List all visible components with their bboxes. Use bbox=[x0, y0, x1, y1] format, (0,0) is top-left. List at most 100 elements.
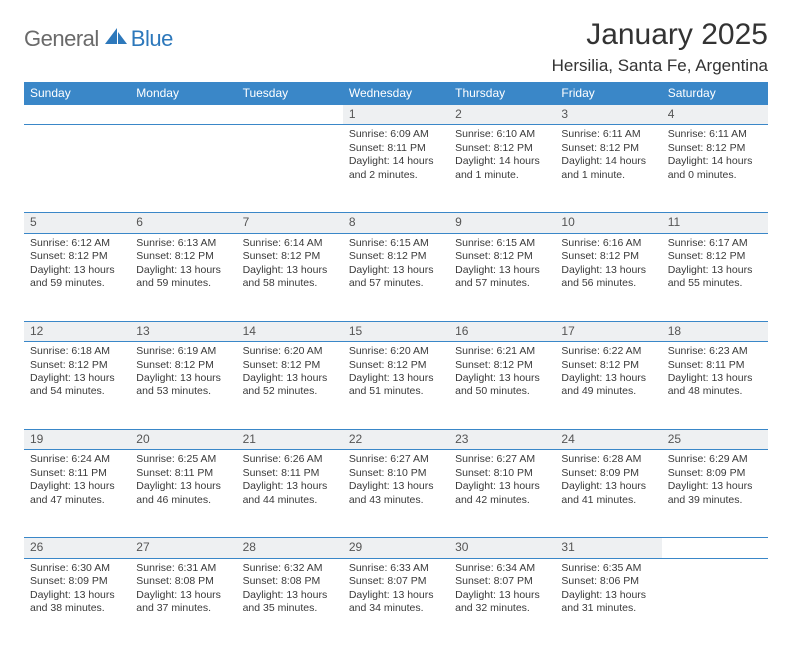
day-detail-cell: Sunrise: 6:20 AMSunset: 8:12 PMDaylight:… bbox=[343, 342, 449, 430]
day-detail: Sunrise: 6:18 AMSunset: 8:12 PMDaylight:… bbox=[24, 342, 130, 405]
sunrise-line: Sunrise: 6:27 AM bbox=[455, 453, 549, 466]
day-number-cell: 26 bbox=[24, 538, 130, 558]
sunrise-line: Sunrise: 6:26 AM bbox=[243, 453, 337, 466]
weekday-header: Monday bbox=[130, 82, 236, 105]
day-detail: Sunrise: 6:27 AMSunset: 8:10 PMDaylight:… bbox=[343, 450, 449, 513]
daylight-line: Daylight: 13 hours and 49 minutes. bbox=[561, 372, 655, 399]
day-number-cell bbox=[24, 105, 130, 125]
day-number-cell: 19 bbox=[24, 430, 130, 450]
day-number-cell: 23 bbox=[449, 430, 555, 450]
day-detail: Sunrise: 6:11 AMSunset: 8:12 PMDaylight:… bbox=[662, 125, 768, 188]
day-number-cell: 16 bbox=[449, 321, 555, 341]
day-detail: Sunrise: 6:20 AMSunset: 8:12 PMDaylight:… bbox=[343, 342, 449, 405]
sunset-line: Sunset: 8:07 PM bbox=[349, 575, 443, 588]
daylight-line: Daylight: 13 hours and 59 minutes. bbox=[136, 264, 230, 291]
sunset-line: Sunset: 8:09 PM bbox=[30, 575, 124, 588]
daylight-line: Daylight: 14 hours and 1 minute. bbox=[561, 155, 655, 182]
day-detail-cell: Sunrise: 6:16 AMSunset: 8:12 PMDaylight:… bbox=[555, 233, 661, 321]
day-detail-cell: Sunrise: 6:30 AMSunset: 8:09 PMDaylight:… bbox=[24, 558, 130, 646]
day-detail-cell bbox=[24, 125, 130, 213]
sunrise-line: Sunrise: 6:09 AM bbox=[349, 128, 443, 141]
daylight-line: Daylight: 13 hours and 41 minutes. bbox=[561, 480, 655, 507]
day-detail-cell: Sunrise: 6:24 AMSunset: 8:11 PMDaylight:… bbox=[24, 450, 130, 538]
day-detail: Sunrise: 6:15 AMSunset: 8:12 PMDaylight:… bbox=[449, 234, 555, 297]
sunrise-line: Sunrise: 6:33 AM bbox=[349, 562, 443, 575]
day-detail-cell: Sunrise: 6:18 AMSunset: 8:12 PMDaylight:… bbox=[24, 342, 130, 430]
weekday-header: Sunday bbox=[24, 82, 130, 105]
day-detail: Sunrise: 6:15 AMSunset: 8:12 PMDaylight:… bbox=[343, 234, 449, 297]
sunset-line: Sunset: 8:12 PM bbox=[455, 250, 549, 263]
daylight-line: Daylight: 13 hours and 39 minutes. bbox=[668, 480, 762, 507]
day-detail-cell: Sunrise: 6:33 AMSunset: 8:07 PMDaylight:… bbox=[343, 558, 449, 646]
day-detail-cell bbox=[237, 125, 343, 213]
day-number-cell: 10 bbox=[555, 213, 661, 233]
day-detail-cell: Sunrise: 6:13 AMSunset: 8:12 PMDaylight:… bbox=[130, 233, 236, 321]
daylight-line: Daylight: 13 hours and 47 minutes. bbox=[30, 480, 124, 507]
weekday-header: Wednesday bbox=[343, 82, 449, 105]
day-detail-cell: Sunrise: 6:29 AMSunset: 8:09 PMDaylight:… bbox=[662, 450, 768, 538]
weekday-header: Saturday bbox=[662, 82, 768, 105]
daylight-line: Daylight: 13 hours and 59 minutes. bbox=[30, 264, 124, 291]
daylight-line: Daylight: 14 hours and 2 minutes. bbox=[349, 155, 443, 182]
day-detail-cell: Sunrise: 6:25 AMSunset: 8:11 PMDaylight:… bbox=[130, 450, 236, 538]
sunset-line: Sunset: 8:06 PM bbox=[561, 575, 655, 588]
sunrise-line: Sunrise: 6:13 AM bbox=[136, 237, 230, 250]
sunset-line: Sunset: 8:12 PM bbox=[243, 250, 337, 263]
day-number-cell: 13 bbox=[130, 321, 236, 341]
sunrise-line: Sunrise: 6:20 AM bbox=[243, 345, 337, 358]
detail-row: Sunrise: 6:12 AMSunset: 8:12 PMDaylight:… bbox=[24, 233, 768, 321]
sunset-line: Sunset: 8:12 PM bbox=[30, 359, 124, 372]
daynum-row: 1234 bbox=[24, 105, 768, 125]
day-number-cell: 6 bbox=[130, 213, 236, 233]
daynum-row: 12131415161718 bbox=[24, 321, 768, 341]
daynum-row: 567891011 bbox=[24, 213, 768, 233]
daylight-line: Daylight: 13 hours and 52 minutes. bbox=[243, 372, 337, 399]
day-detail: Sunrise: 6:27 AMSunset: 8:10 PMDaylight:… bbox=[449, 450, 555, 513]
detail-row: Sunrise: 6:18 AMSunset: 8:12 PMDaylight:… bbox=[24, 342, 768, 430]
day-detail-cell: Sunrise: 6:11 AMSunset: 8:12 PMDaylight:… bbox=[555, 125, 661, 213]
weekday-header: Friday bbox=[555, 82, 661, 105]
day-detail-cell: Sunrise: 6:34 AMSunset: 8:07 PMDaylight:… bbox=[449, 558, 555, 646]
day-detail: Sunrise: 6:32 AMSunset: 8:08 PMDaylight:… bbox=[237, 559, 343, 622]
day-detail: Sunrise: 6:10 AMSunset: 8:12 PMDaylight:… bbox=[449, 125, 555, 188]
header: General Blue January 2025 Hersilia, Sant… bbox=[24, 18, 768, 76]
sunrise-line: Sunrise: 6:12 AM bbox=[30, 237, 124, 250]
day-detail-cell: Sunrise: 6:22 AMSunset: 8:12 PMDaylight:… bbox=[555, 342, 661, 430]
daylight-line: Daylight: 13 hours and 42 minutes. bbox=[455, 480, 549, 507]
month-title: January 2025 bbox=[552, 18, 768, 52]
sunrise-line: Sunrise: 6:11 AM bbox=[561, 128, 655, 141]
brand-blue: Blue bbox=[131, 26, 173, 52]
day-detail: Sunrise: 6:23 AMSunset: 8:11 PMDaylight:… bbox=[662, 342, 768, 405]
day-detail: Sunrise: 6:17 AMSunset: 8:12 PMDaylight:… bbox=[662, 234, 768, 297]
daynum-row: 19202122232425 bbox=[24, 430, 768, 450]
day-detail: Sunrise: 6:11 AMSunset: 8:12 PMDaylight:… bbox=[555, 125, 661, 188]
sunset-line: Sunset: 8:11 PM bbox=[243, 467, 337, 480]
day-detail: Sunrise: 6:29 AMSunset: 8:09 PMDaylight:… bbox=[662, 450, 768, 513]
day-detail: Sunrise: 6:22 AMSunset: 8:12 PMDaylight:… bbox=[555, 342, 661, 405]
sunset-line: Sunset: 8:10 PM bbox=[349, 467, 443, 480]
day-number-cell: 14 bbox=[237, 321, 343, 341]
day-detail: Sunrise: 6:13 AMSunset: 8:12 PMDaylight:… bbox=[130, 234, 236, 297]
sunrise-line: Sunrise: 6:20 AM bbox=[349, 345, 443, 358]
day-number-cell: 5 bbox=[24, 213, 130, 233]
sunrise-line: Sunrise: 6:24 AM bbox=[30, 453, 124, 466]
sunrise-line: Sunrise: 6:32 AM bbox=[243, 562, 337, 575]
sunrise-line: Sunrise: 6:21 AM bbox=[455, 345, 549, 358]
day-number-cell: 2 bbox=[449, 105, 555, 125]
sunrise-line: Sunrise: 6:19 AM bbox=[136, 345, 230, 358]
day-number-cell: 8 bbox=[343, 213, 449, 233]
daylight-line: Daylight: 13 hours and 50 minutes. bbox=[455, 372, 549, 399]
daylight-line: Daylight: 13 hours and 57 minutes. bbox=[455, 264, 549, 291]
sunrise-line: Sunrise: 6:35 AM bbox=[561, 562, 655, 575]
sunrise-line: Sunrise: 6:11 AM bbox=[668, 128, 762, 141]
sunrise-line: Sunrise: 6:23 AM bbox=[668, 345, 762, 358]
sunset-line: Sunset: 8:07 PM bbox=[455, 575, 549, 588]
day-detail-cell: Sunrise: 6:35 AMSunset: 8:06 PMDaylight:… bbox=[555, 558, 661, 646]
location: Hersilia, Santa Fe, Argentina bbox=[552, 56, 768, 76]
day-detail-cell: Sunrise: 6:28 AMSunset: 8:09 PMDaylight:… bbox=[555, 450, 661, 538]
day-number-cell: 7 bbox=[237, 213, 343, 233]
day-detail-cell: Sunrise: 6:27 AMSunset: 8:10 PMDaylight:… bbox=[343, 450, 449, 538]
sunrise-line: Sunrise: 6:10 AM bbox=[455, 128, 549, 141]
sunset-line: Sunset: 8:08 PM bbox=[243, 575, 337, 588]
day-number-cell: 11 bbox=[662, 213, 768, 233]
